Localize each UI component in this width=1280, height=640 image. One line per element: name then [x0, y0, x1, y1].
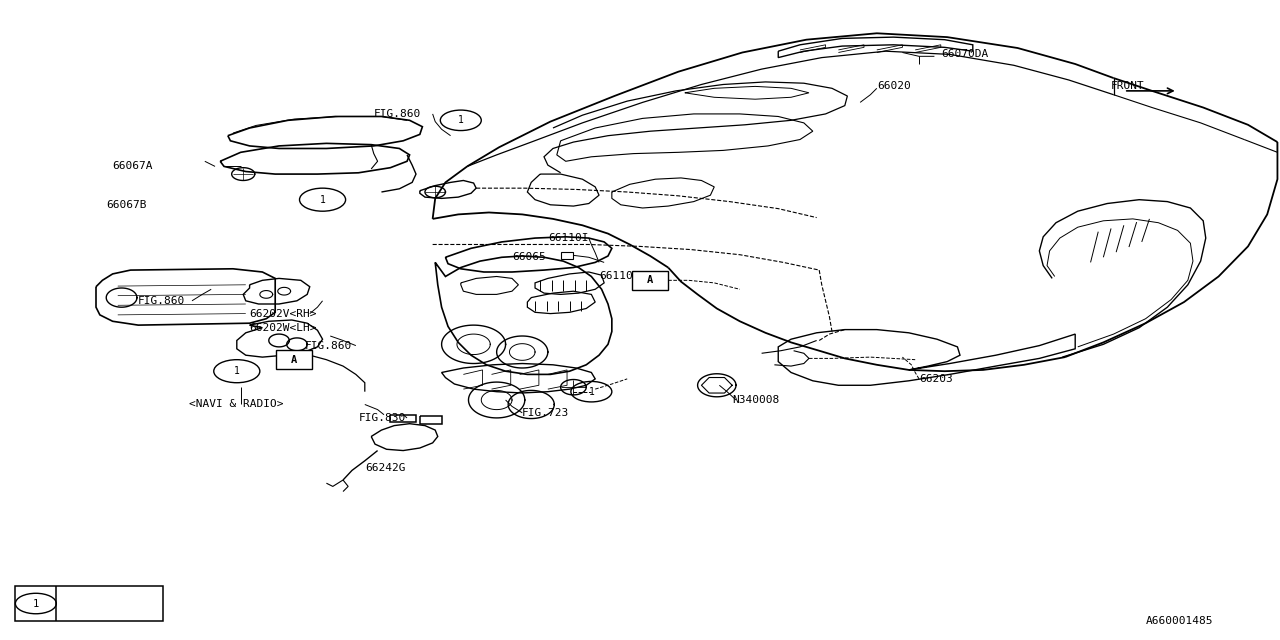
Text: FIG.723: FIG.723 [522, 408, 570, 418]
FancyBboxPatch shape [561, 252, 573, 259]
Text: FIG.860: FIG.860 [374, 109, 421, 119]
Text: 66110I: 66110I [548, 233, 589, 243]
Text: A: A [292, 355, 297, 365]
Text: 66065: 66065 [512, 252, 545, 262]
Text: A: A [648, 275, 653, 285]
Text: Q500013: Q500013 [67, 598, 114, 609]
Text: 66203: 66203 [919, 374, 952, 384]
Text: 66242G: 66242G [365, 463, 406, 474]
Text: <NAVI & RADIO>: <NAVI & RADIO> [189, 399, 284, 410]
FancyBboxPatch shape [276, 350, 312, 369]
Text: 66067A: 66067A [113, 161, 154, 172]
Text: 66070DA: 66070DA [941, 49, 988, 60]
Text: 1: 1 [589, 387, 594, 397]
Text: 1: 1 [458, 115, 463, 125]
Text: FIG.830: FIG.830 [358, 413, 406, 423]
FancyBboxPatch shape [15, 586, 163, 621]
Text: FRONT: FRONT [1111, 81, 1144, 92]
Text: A660001485: A660001485 [1146, 616, 1213, 626]
Text: 1: 1 [320, 195, 325, 205]
Text: 66020: 66020 [877, 81, 910, 92]
Text: N340008: N340008 [732, 395, 780, 405]
Text: 1: 1 [234, 366, 239, 376]
Text: 66202W<LH>: 66202W<LH> [250, 323, 317, 333]
Text: 66110H: 66110H [599, 271, 640, 282]
Text: FIG.860: FIG.860 [305, 340, 352, 351]
Text: FIG.860: FIG.860 [138, 296, 186, 306]
Text: 66202V<RH>: 66202V<RH> [250, 308, 317, 319]
FancyBboxPatch shape [632, 271, 668, 290]
Text: 66067B: 66067B [106, 200, 147, 210]
Text: 1: 1 [33, 598, 38, 609]
